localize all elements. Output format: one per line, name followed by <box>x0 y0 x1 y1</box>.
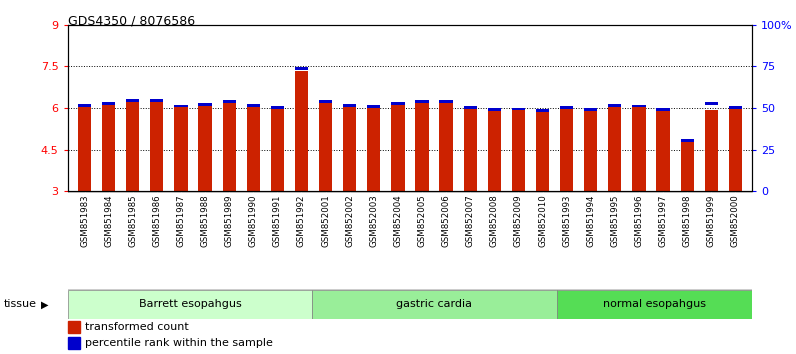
Bar <box>126 102 139 191</box>
Bar <box>728 106 742 109</box>
Bar <box>681 142 694 191</box>
Text: GSM852004: GSM852004 <box>393 194 403 247</box>
Text: GSM851991: GSM851991 <box>273 194 282 247</box>
Bar <box>78 107 92 191</box>
Bar <box>319 103 332 191</box>
Bar <box>416 101 428 103</box>
Bar <box>416 103 428 191</box>
Bar <box>536 109 549 112</box>
Bar <box>198 105 212 191</box>
Text: GDS4350 / 8076586: GDS4350 / 8076586 <box>68 14 195 27</box>
Text: GSM851998: GSM851998 <box>683 194 692 247</box>
Bar <box>439 103 453 191</box>
Bar <box>512 108 525 110</box>
Bar <box>657 111 669 191</box>
Text: GSM851983: GSM851983 <box>80 194 89 247</box>
Bar <box>68 321 80 333</box>
Bar <box>367 108 380 191</box>
Bar <box>728 109 742 191</box>
Bar <box>488 110 501 191</box>
Text: tissue: tissue <box>4 299 37 309</box>
Bar <box>608 107 622 191</box>
Bar <box>632 107 646 191</box>
Text: GSM851987: GSM851987 <box>177 194 185 247</box>
Bar <box>295 68 308 70</box>
Bar <box>704 102 718 105</box>
Text: gastric cardia: gastric cardia <box>396 299 472 309</box>
Bar <box>126 99 139 102</box>
Text: GSM852009: GSM852009 <box>514 194 523 247</box>
Bar <box>174 105 188 107</box>
Bar <box>560 106 573 109</box>
Text: GSM851997: GSM851997 <box>658 194 668 247</box>
Text: GSM851984: GSM851984 <box>104 194 113 247</box>
Text: GSM851985: GSM851985 <box>128 194 137 247</box>
Bar <box>198 103 212 106</box>
Bar <box>584 108 597 111</box>
Text: GSM851986: GSM851986 <box>152 194 162 247</box>
Bar <box>68 337 80 349</box>
Text: GSM852008: GSM852008 <box>490 194 499 247</box>
Bar <box>247 104 259 107</box>
Text: percentile rank within the sample: percentile rank within the sample <box>85 338 273 348</box>
Bar <box>463 106 477 109</box>
Bar <box>102 105 115 191</box>
Bar <box>556 290 752 319</box>
Bar <box>78 104 92 107</box>
Bar <box>223 103 236 191</box>
Bar <box>392 102 404 105</box>
Text: GSM851992: GSM851992 <box>297 194 306 247</box>
Text: Barrett esopahgus: Barrett esopahgus <box>139 299 241 309</box>
Bar <box>247 107 259 191</box>
Text: GSM851993: GSM851993 <box>562 194 571 247</box>
Text: GSM851999: GSM851999 <box>707 194 716 246</box>
Text: ▶: ▶ <box>41 299 49 309</box>
Bar <box>560 109 573 191</box>
Text: GSM851990: GSM851990 <box>249 194 258 247</box>
Text: GSM851989: GSM851989 <box>224 194 234 247</box>
Text: GSM851996: GSM851996 <box>634 194 643 247</box>
Bar <box>150 102 163 191</box>
Bar <box>584 110 597 191</box>
Bar <box>704 110 718 191</box>
Bar <box>319 101 332 103</box>
Bar <box>392 105 404 191</box>
Bar <box>343 107 357 191</box>
Bar <box>68 290 312 319</box>
Text: GSM852010: GSM852010 <box>538 194 547 247</box>
Bar <box>174 107 188 191</box>
Bar <box>681 139 694 142</box>
Bar <box>439 101 453 103</box>
Bar <box>632 105 646 107</box>
Bar <box>343 104 357 107</box>
Bar <box>463 108 477 191</box>
Text: GSM851995: GSM851995 <box>611 194 619 247</box>
Bar <box>512 110 525 191</box>
Text: GSM852006: GSM852006 <box>442 194 451 247</box>
Text: GSM851988: GSM851988 <box>201 194 209 247</box>
Text: GSM852000: GSM852000 <box>731 194 739 247</box>
Bar <box>536 111 549 191</box>
Bar <box>223 101 236 103</box>
Bar <box>295 70 308 191</box>
Text: GSM852002: GSM852002 <box>345 194 354 247</box>
Bar <box>367 105 380 108</box>
Bar <box>150 99 163 102</box>
Text: GSM852001: GSM852001 <box>321 194 330 247</box>
Bar <box>657 108 669 111</box>
Bar <box>608 104 622 107</box>
Text: normal esopahgus: normal esopahgus <box>603 299 706 309</box>
Text: GSM852005: GSM852005 <box>417 194 427 247</box>
Bar <box>488 108 501 111</box>
Text: transformed count: transformed count <box>85 322 189 332</box>
Text: GSM851994: GSM851994 <box>586 194 595 247</box>
Text: GSM852003: GSM852003 <box>369 194 378 247</box>
Bar <box>271 106 284 109</box>
Text: GSM852007: GSM852007 <box>466 194 474 247</box>
Bar <box>271 109 284 191</box>
Bar <box>102 102 115 105</box>
Bar <box>312 290 556 319</box>
